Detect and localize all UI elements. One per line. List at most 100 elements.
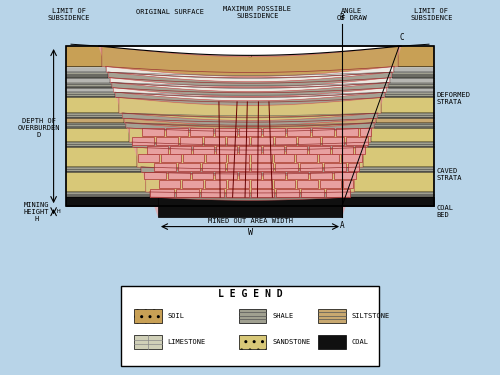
Text: COAL: COAL [352,339,368,345]
Bar [66,167,142,172]
Text: LIMESTONE: LIMESTONE [168,339,206,345]
Polygon shape [98,46,402,217]
Bar [360,128,370,136]
Bar [300,163,322,171]
Bar [318,309,345,323]
Bar [363,147,434,167]
Text: SHALE: SHALE [272,313,293,319]
Bar [374,123,434,128]
Polygon shape [146,172,354,196]
Bar [376,118,434,123]
Bar [204,137,226,145]
Bar [274,180,295,188]
Bar [202,163,224,171]
Bar [190,128,212,136]
Bar [138,154,159,162]
Bar [206,154,227,162]
Text: COAL
BED: COAL BED [436,205,454,218]
Bar [378,113,434,118]
Bar [342,197,434,206]
Bar [370,128,434,142]
Bar [144,172,166,180]
Text: CAVED
STRATA: CAVED STRATA [436,168,462,181]
Bar [276,189,299,197]
Bar [226,189,249,197]
Text: ORIGINAL SURFACE: ORIGINAL SURFACE [136,9,204,15]
Bar [310,172,332,180]
Bar [200,189,224,197]
Bar [251,180,272,188]
Polygon shape [106,66,394,82]
Bar [66,192,150,197]
Bar [288,128,310,136]
Text: ANGLE
OF DRAW: ANGLE OF DRAW [337,8,367,21]
Bar [159,180,180,188]
Bar [394,66,434,72]
Bar [348,197,434,206]
Text: A: A [340,221,344,230]
Bar [168,172,190,180]
Bar [274,137,296,145]
Bar [251,137,272,145]
Bar [394,66,434,72]
Bar [239,335,266,349]
Text: LIMIT OF
SUBSIDENCE: LIMIT OF SUBSIDENCE [410,8,453,21]
Bar [205,180,226,188]
Text: SILTSTONE: SILTSTONE [352,313,390,319]
Bar [192,172,214,180]
Bar [388,82,434,88]
Polygon shape [150,192,350,200]
Bar [324,163,346,171]
Bar [66,118,124,123]
Bar [66,113,122,118]
Bar [318,335,345,349]
Bar [358,167,434,172]
Bar [286,146,307,153]
Text: C: C [399,33,404,42]
Bar [274,154,294,162]
Bar [346,137,368,145]
Bar [348,163,358,171]
Bar [228,154,249,162]
Bar [66,78,110,82]
Bar [239,128,261,136]
Bar [216,146,238,153]
Bar [355,146,364,153]
Text: S: S [248,51,252,60]
Text: W: W [248,228,252,237]
Bar [390,78,434,82]
Polygon shape [110,78,390,92]
Bar [66,66,106,72]
Bar [336,128,358,136]
Bar [263,172,284,180]
Bar [251,163,274,171]
Bar [239,172,261,180]
Bar [276,163,297,171]
Polygon shape [112,82,388,97]
Bar [170,146,191,153]
Bar [341,154,361,162]
Bar [184,154,204,162]
Bar [298,137,320,145]
Bar [286,172,308,180]
Polygon shape [98,46,402,56]
Bar [66,78,110,82]
Bar [228,180,249,188]
Bar [66,82,112,88]
Bar [193,146,214,153]
Bar [251,189,274,197]
Bar [66,142,132,147]
Bar [297,180,318,188]
Bar [66,92,116,98]
Text: DEFORMED
STRATA: DEFORMED STRATA [436,92,470,105]
Bar [134,335,162,349]
Text: H: H [57,209,61,214]
Bar [66,46,434,206]
Polygon shape [108,72,392,87]
Bar [147,146,168,153]
Bar [226,163,249,171]
Text: MINING
HEIGHT
H: MINING HEIGHT H [24,202,49,222]
Bar [262,146,283,153]
Text: L E G E N D: L E G E N D [218,290,282,299]
Polygon shape [137,147,363,172]
